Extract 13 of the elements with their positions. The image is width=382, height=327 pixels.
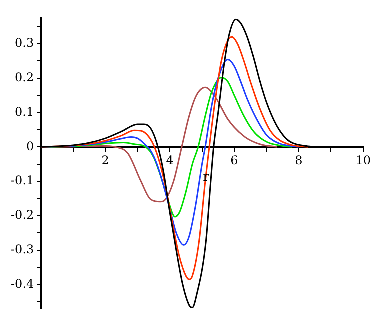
y-tick-label: 0.3 [15, 36, 34, 50]
y-tick-label: 0 [26, 139, 34, 154]
y-tick-label: 0.2 [15, 70, 34, 85]
y-tick-label: -0.2 [11, 208, 34, 222]
x-tick-label: 8 [295, 153, 303, 168]
x-tick-label: 2 [102, 153, 110, 168]
y-tick-label: 0.1 [15, 104, 34, 119]
y-tick-label: -0.3 [11, 242, 34, 256]
x-tick-label: 6 [230, 153, 238, 168]
x-tick-label: 4 [166, 153, 174, 168]
y-tick-label: -0.4 [11, 276, 34, 291]
x-tick-label: 10 [356, 153, 372, 168]
y-tick-label: -0.1 [11, 174, 34, 188]
